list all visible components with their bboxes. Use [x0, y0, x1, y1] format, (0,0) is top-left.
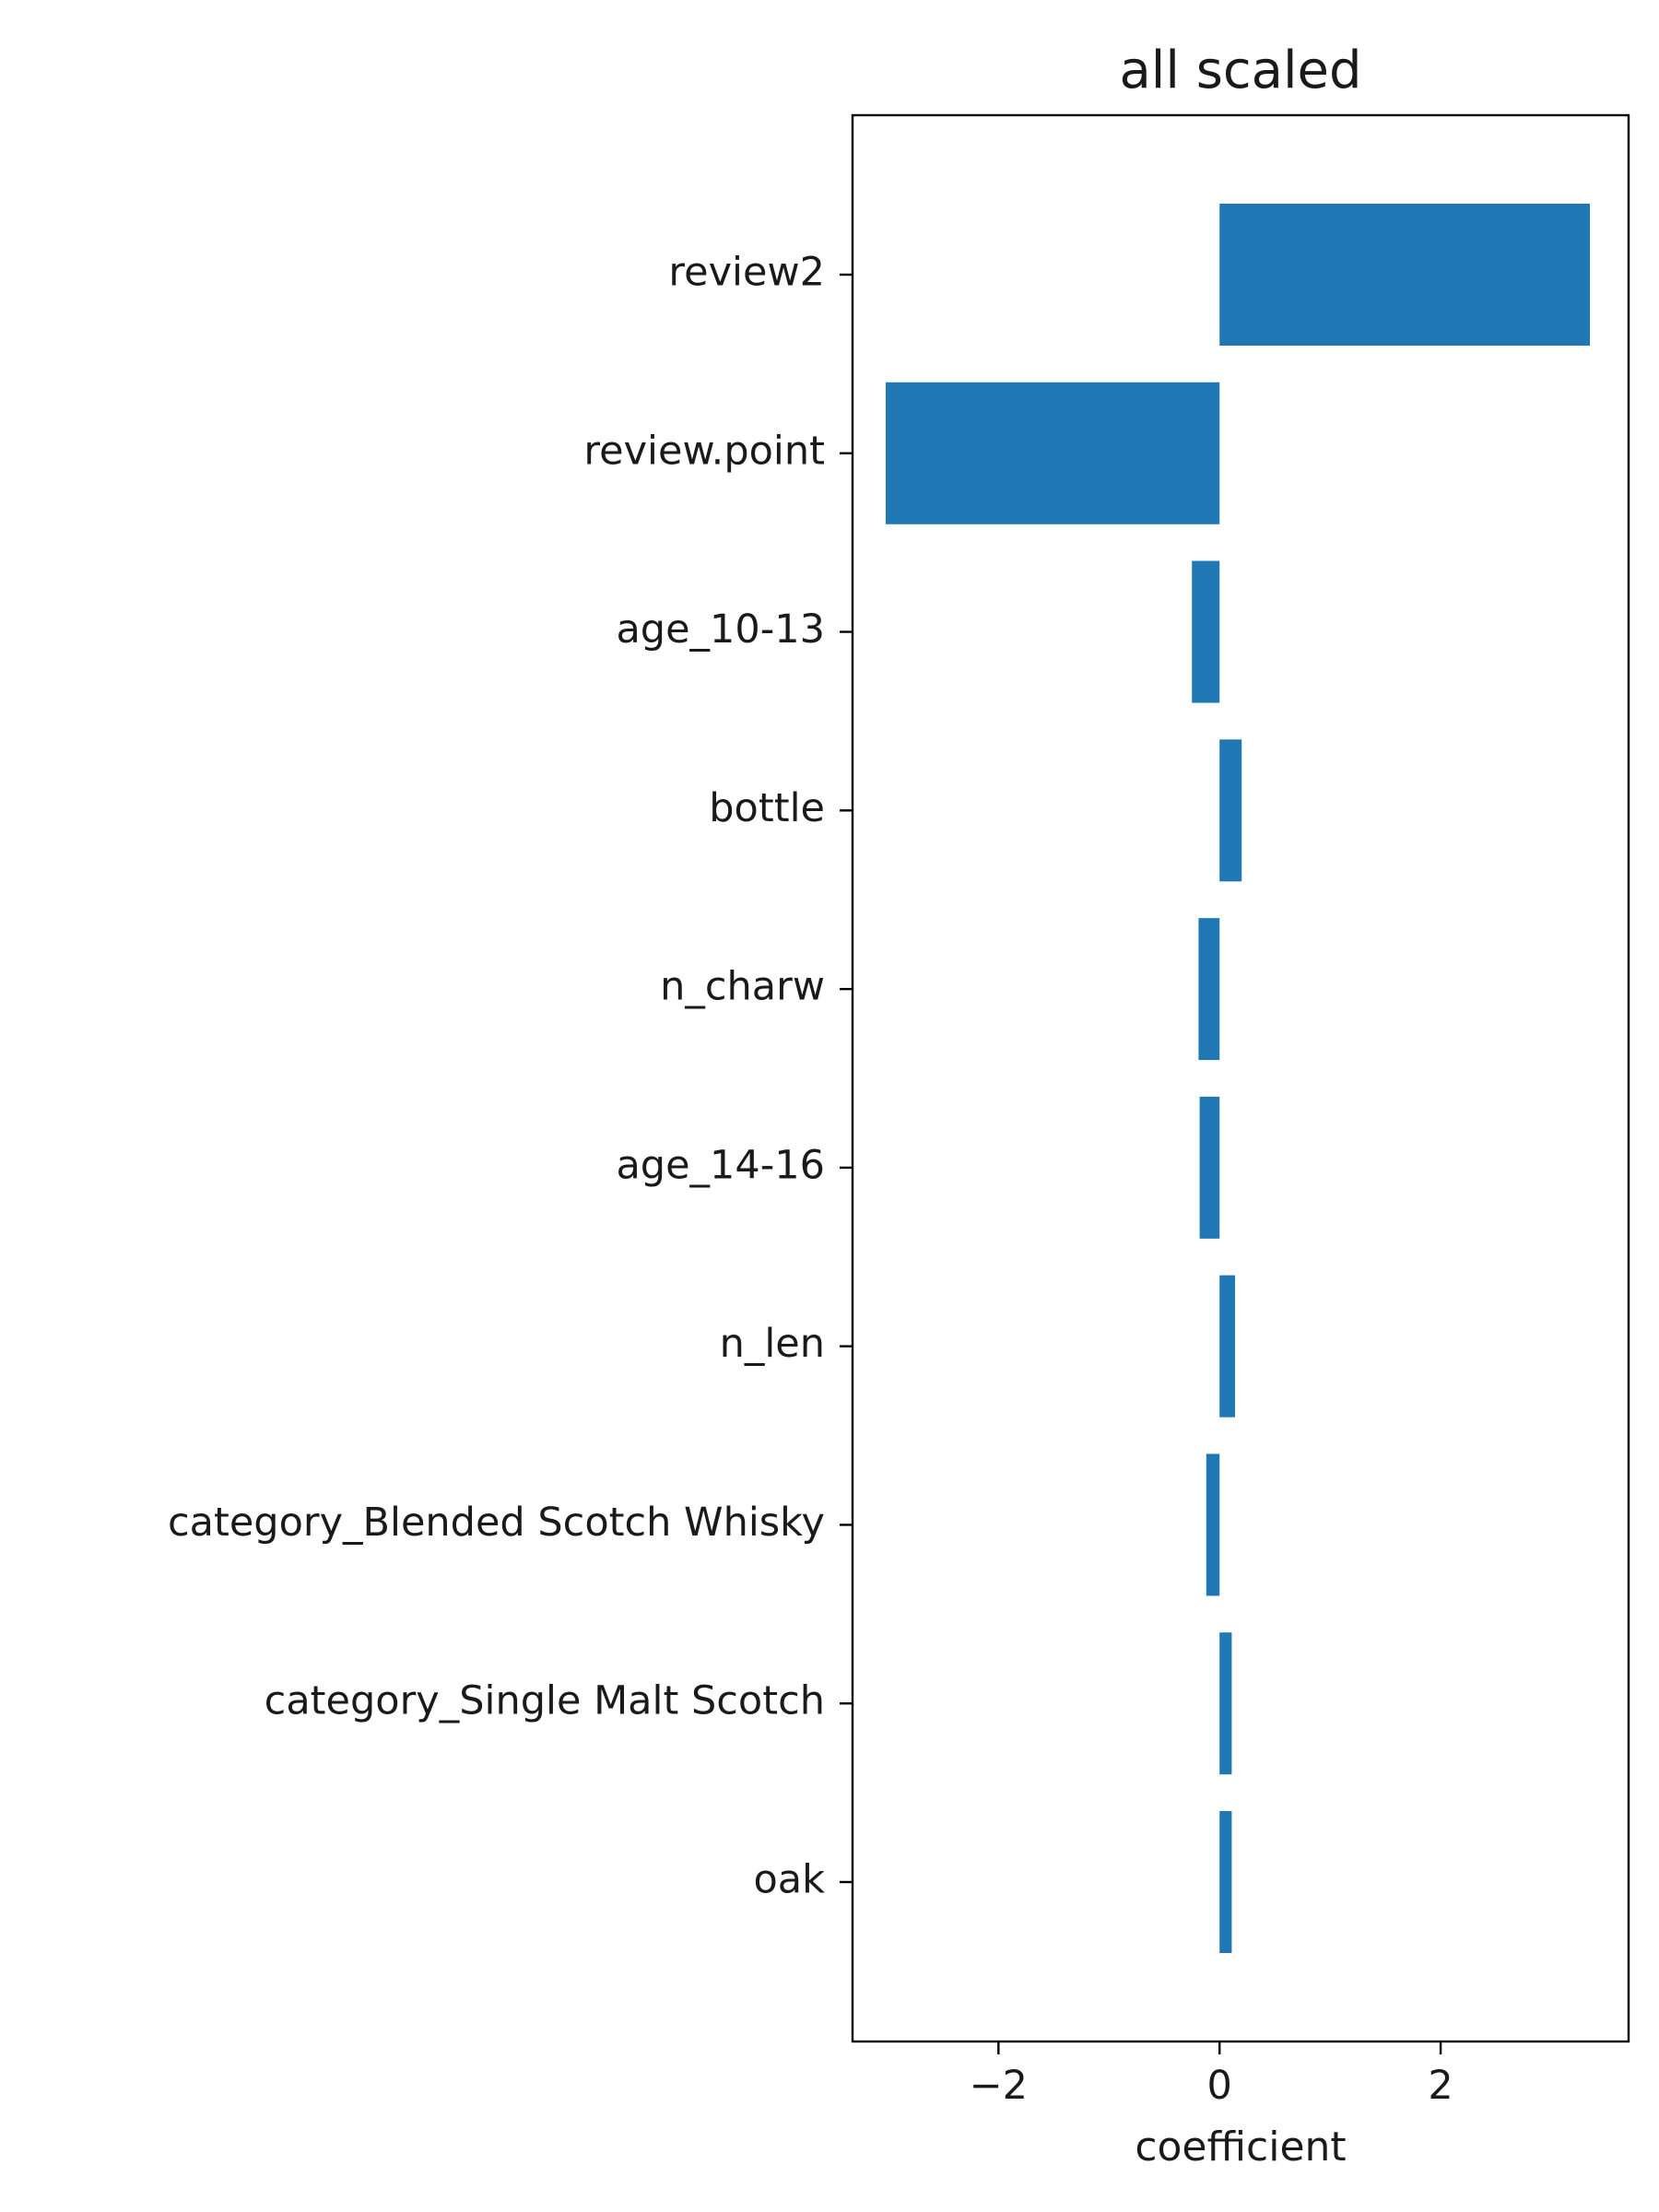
- y-tick-label: review.point: [583, 428, 825, 474]
- y-tick-label: oak: [753, 1857, 825, 1903]
- bar-n-len: [1219, 1275, 1236, 1418]
- chart-title: all scaled: [1119, 41, 1361, 100]
- x-tick-label: 0: [1207, 2063, 1232, 2109]
- x-tick-label: −2: [970, 2063, 1028, 2109]
- y-tick-label: n_charw: [660, 964, 825, 1010]
- bar-review2: [1219, 204, 1591, 346]
- bar-category-single-malt-scotch: [1219, 1632, 1232, 1775]
- bar-age-10-13: [1192, 560, 1220, 703]
- bar-category-blended-scotch-whisky: [1206, 1453, 1220, 1596]
- y-tick-label: bottle: [709, 785, 825, 831]
- plot-frame: [851, 113, 1630, 2043]
- x-axis-label: coefficient: [1135, 2124, 1346, 2171]
- bar-review-point: [885, 382, 1220, 524]
- bar-age-14-16: [1199, 1096, 1220, 1239]
- bar-oak: [1219, 1811, 1232, 1953]
- y-tick-label: n_len: [720, 1321, 825, 1367]
- x-axis: −2 0 2: [970, 2041, 1453, 2109]
- y-tick-label: age_14-16: [616, 1142, 825, 1188]
- y-tick-label: age_10-13: [616, 606, 825, 653]
- y-tick-label: category_Blended Scotch Whisky: [168, 1500, 825, 1546]
- bar-bottle: [1219, 739, 1242, 882]
- bars-group: [885, 204, 1591, 1953]
- y-tick-label: category_Single Malt Scotch: [265, 1678, 825, 1724]
- bar-n-charw: [1198, 918, 1220, 1061]
- y-tick-label: review2: [668, 250, 825, 296]
- x-tick-label: 2: [1428, 2063, 1453, 2109]
